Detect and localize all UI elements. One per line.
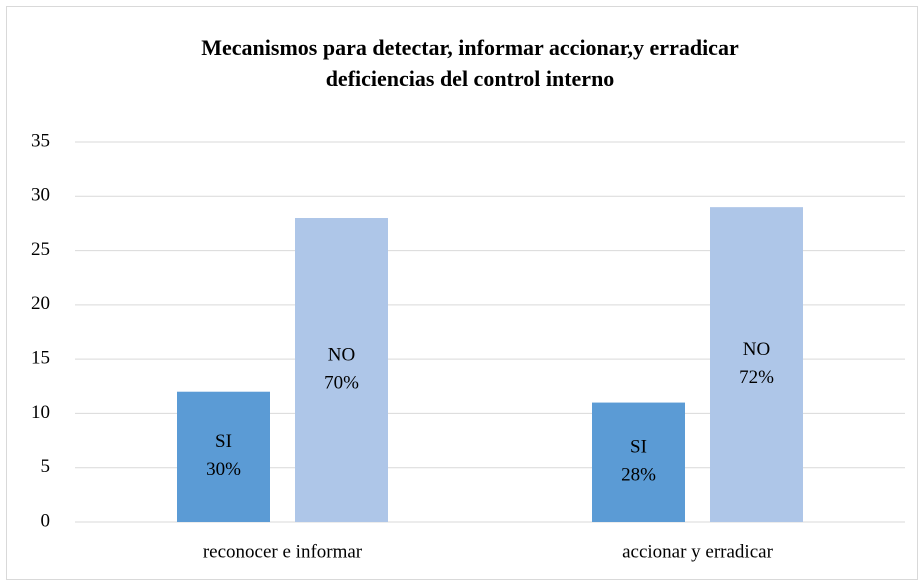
data-label: SI xyxy=(630,437,647,458)
bar xyxy=(177,391,270,522)
data-label: 70% xyxy=(324,372,359,393)
y-tick-label: 25 xyxy=(31,239,50,260)
chart-title: deficiencias del control interno xyxy=(326,66,615,91)
y-tick-label: 20 xyxy=(31,293,50,314)
data-label: NO xyxy=(328,344,355,365)
y-tick-label: 15 xyxy=(31,348,50,369)
x-tick-label: accionar y erradicar xyxy=(622,541,774,562)
data-label: 72% xyxy=(739,367,774,388)
y-tick-label: 30 xyxy=(31,185,50,206)
data-label: 28% xyxy=(621,465,656,486)
data-label: NO xyxy=(743,339,770,360)
bar xyxy=(295,218,388,522)
y-tick-label: 35 xyxy=(31,130,50,151)
y-tick-label: 0 xyxy=(41,510,51,531)
bar xyxy=(710,207,803,522)
y-tick-label: 10 xyxy=(31,402,50,423)
chart-title: Mecanismos para detectar, informar accio… xyxy=(201,35,739,60)
x-tick-label: reconocer e informar xyxy=(203,541,363,562)
data-label: SI xyxy=(215,431,232,452)
bar xyxy=(592,402,685,522)
y-tick-label: 5 xyxy=(41,456,51,477)
data-label: 30% xyxy=(206,459,241,480)
